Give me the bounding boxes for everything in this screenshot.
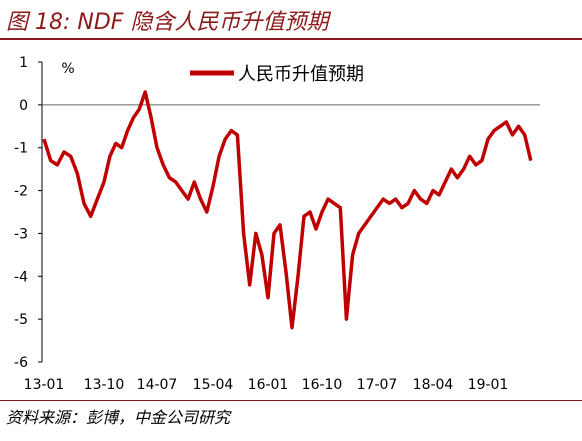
y-tick-label: -5 bbox=[14, 312, 28, 328]
y-tick-label: -1 bbox=[14, 141, 28, 157]
unit-label: % bbox=[61, 61, 74, 77]
y-tick-label: 0 bbox=[19, 98, 28, 114]
x-tick-label: 19-01 bbox=[468, 377, 509, 393]
x-tick-label: 16-10 bbox=[302, 377, 343, 393]
y-tick-label: 1 bbox=[19, 55, 28, 71]
x-tick-label: 18-04 bbox=[413, 377, 454, 393]
x-tick-label: 13-01 bbox=[24, 377, 65, 393]
figure-source: 资料来源：彭博，中金公司研究 bbox=[6, 408, 231, 427]
chart-axes: 1 0 -1 -2 -3 -4 -5 -6% 13-01 13-10 14-07 15-04 16-01… bbox=[14, 55, 540, 393]
figure-title: 图 18: NDF 隐含人民币升值预期 bbox=[6, 10, 329, 35]
y-tick-label: -2 bbox=[14, 184, 28, 200]
title-divider bbox=[0, 38, 582, 40]
series-line bbox=[42, 90, 533, 330]
y-tick-label: -3 bbox=[14, 226, 28, 242]
x-tick-label: 17-07 bbox=[357, 377, 398, 393]
source-divider bbox=[0, 400, 582, 401]
x-tick-label: 14-07 bbox=[137, 377, 178, 393]
x-tick-label: 13-10 bbox=[84, 377, 125, 393]
legend-label: 人民币升值预期 bbox=[238, 64, 364, 85]
y-tick-label: -6 bbox=[14, 355, 28, 371]
chart-legend: 人民币升值预期 bbox=[190, 64, 364, 85]
x-tick-label: 15-04 bbox=[193, 377, 234, 393]
y-tick-label: -4 bbox=[14, 269, 28, 285]
x-tick-label: 16-01 bbox=[248, 377, 289, 393]
chart-marks bbox=[42, 90, 533, 330]
